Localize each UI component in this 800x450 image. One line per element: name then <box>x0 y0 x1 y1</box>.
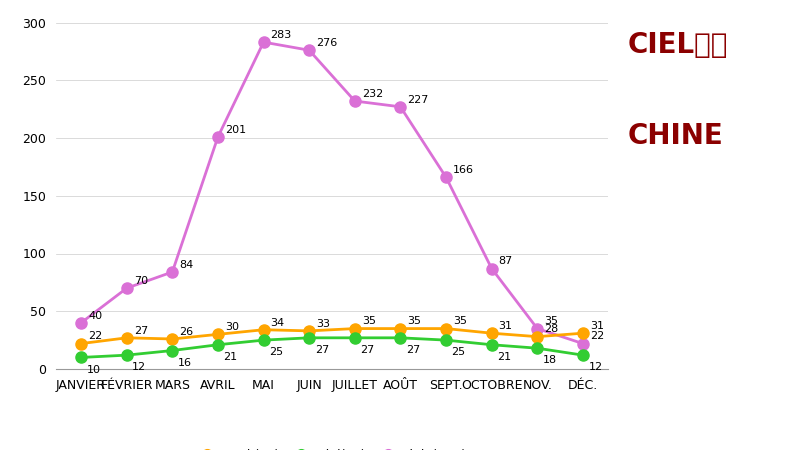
Text: 21: 21 <box>223 352 238 362</box>
Text: 35: 35 <box>453 316 467 326</box>
Text: CHINE: CHINE <box>628 122 724 149</box>
Text: 28: 28 <box>544 324 558 334</box>
Legend: Maxi (°C), Mini(°C), Pluie(mm): Maxi (°C), Mini(°C), Pluie(mm) <box>193 444 471 450</box>
Text: 25: 25 <box>452 347 466 357</box>
Text: 166: 166 <box>453 165 474 175</box>
Text: 34: 34 <box>270 318 285 328</box>
Text: 27: 27 <box>360 345 374 355</box>
Text: 12: 12 <box>589 362 602 373</box>
Text: 25: 25 <box>269 347 283 357</box>
Text: 16: 16 <box>178 358 192 368</box>
Text: 31: 31 <box>590 321 604 331</box>
Text: 227: 227 <box>407 94 429 105</box>
Text: 232: 232 <box>362 89 383 99</box>
Text: 35: 35 <box>407 316 422 326</box>
Text: 283: 283 <box>270 30 292 40</box>
Text: 30: 30 <box>225 322 239 332</box>
Text: 27: 27 <box>314 345 329 355</box>
Text: 21: 21 <box>498 352 511 362</box>
Text: 84: 84 <box>179 260 194 270</box>
Text: 27: 27 <box>406 345 420 355</box>
Text: 276: 276 <box>316 38 338 48</box>
Text: 35: 35 <box>544 316 558 326</box>
Text: 18: 18 <box>543 356 557 365</box>
Text: 201: 201 <box>225 125 246 135</box>
Text: 40: 40 <box>88 310 102 321</box>
Text: CIEL中國: CIEL中國 <box>628 32 728 59</box>
Text: 31: 31 <box>498 321 513 331</box>
Text: 35: 35 <box>362 316 376 326</box>
Text: 12: 12 <box>132 362 146 373</box>
Text: 70: 70 <box>134 276 148 286</box>
Text: 27: 27 <box>134 326 148 336</box>
Text: 22: 22 <box>590 331 604 342</box>
Text: 87: 87 <box>498 256 513 266</box>
Text: 22: 22 <box>88 331 102 342</box>
Text: 33: 33 <box>316 319 330 328</box>
Text: 26: 26 <box>179 327 194 337</box>
Text: 10: 10 <box>86 365 101 375</box>
